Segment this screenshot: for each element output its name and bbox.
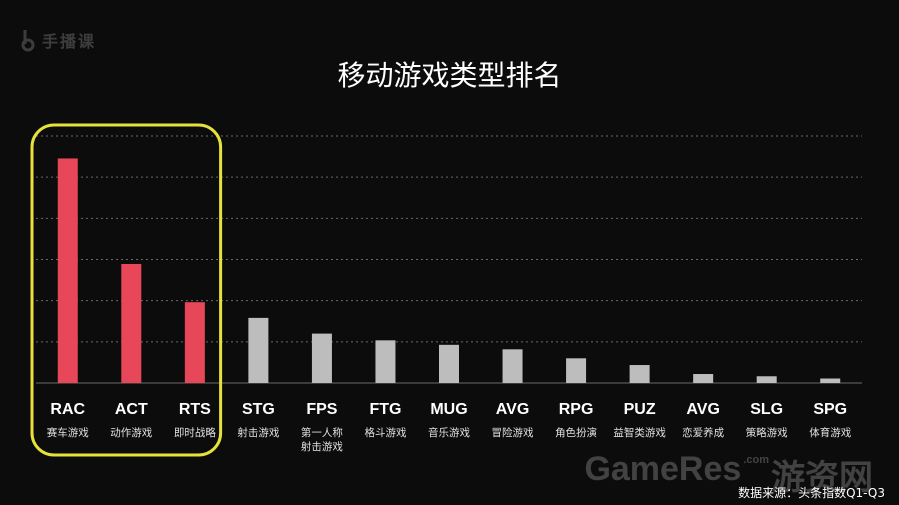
bar-puz-9: [629, 365, 650, 383]
category-label: FTG: [369, 401, 401, 418]
category-sublabel: 格斗游戏: [364, 426, 406, 439]
category-sublabel: 冒险游戏: [492, 426, 534, 439]
bar-avg-7: [502, 349, 523, 383]
category-sublabel: 恋爱养成: [682, 426, 724, 439]
category-label: RTS: [179, 401, 211, 418]
category-label: SLG: [750, 401, 783, 418]
bar-stg-3: [248, 317, 269, 383]
category-label: RAC: [50, 401, 85, 418]
brand-logo: 手播课: [20, 28, 96, 52]
bar-avg-10: [693, 374, 714, 383]
logo-icon: [20, 28, 36, 52]
category-sublabel: 音乐游戏: [428, 426, 470, 439]
category-label: AVG: [496, 401, 529, 418]
category-label: AVG: [686, 401, 719, 418]
bar-act-1: [121, 263, 142, 383]
watermark-main: GameRes: [584, 450, 742, 488]
highlight-box: [30, 123, 223, 457]
category-label: ACT: [115, 401, 148, 418]
bar-ftg-5: [375, 340, 396, 383]
category-sublabel: 角色扮演: [555, 426, 597, 439]
bar-rac-0: [57, 158, 78, 383]
chart-title: 移动游戏类型排名: [337, 59, 562, 92]
watermark: GameRes .com 游资网: [584, 450, 873, 499]
category-sublabel: 射击游戏: [301, 440, 343, 453]
watermark-suffix: .com: [743, 454, 769, 466]
category-sublabel: 即时战略: [174, 426, 216, 439]
category-sublabel: 射击游戏: [237, 426, 279, 439]
category-label: STG: [242, 401, 275, 418]
data-source-note: 数据来源：头条指数Q1-Q3: [738, 486, 885, 500]
category-label: FPS: [306, 401, 337, 418]
bar-fps-4: [311, 333, 332, 383]
bar-spg-12: [820, 378, 841, 383]
category-sublabel: 赛车游戏: [47, 426, 89, 439]
watermark-site: 游资网: [771, 459, 873, 497]
category-sublabel: 第一人称: [301, 426, 343, 439]
logo-text: 手播课: [42, 32, 97, 51]
bar-mug-6: [439, 344, 459, 383]
bar-rts-2: [184, 302, 205, 383]
bar-rpg-8: [566, 358, 587, 383]
bar-slg-11: [756, 376, 777, 383]
category-sublabel: 动作游戏: [110, 426, 152, 439]
category-sublabel: 策略游戏: [746, 426, 788, 439]
category-label: MUG: [430, 401, 467, 418]
category-sublabel: 益智类游戏: [613, 426, 666, 439]
category-sublabel: 体育游戏: [809, 426, 851, 439]
category-label: SPG: [813, 401, 847, 418]
category-label: PUZ: [624, 401, 656, 418]
category-label: RPG: [559, 401, 594, 418]
